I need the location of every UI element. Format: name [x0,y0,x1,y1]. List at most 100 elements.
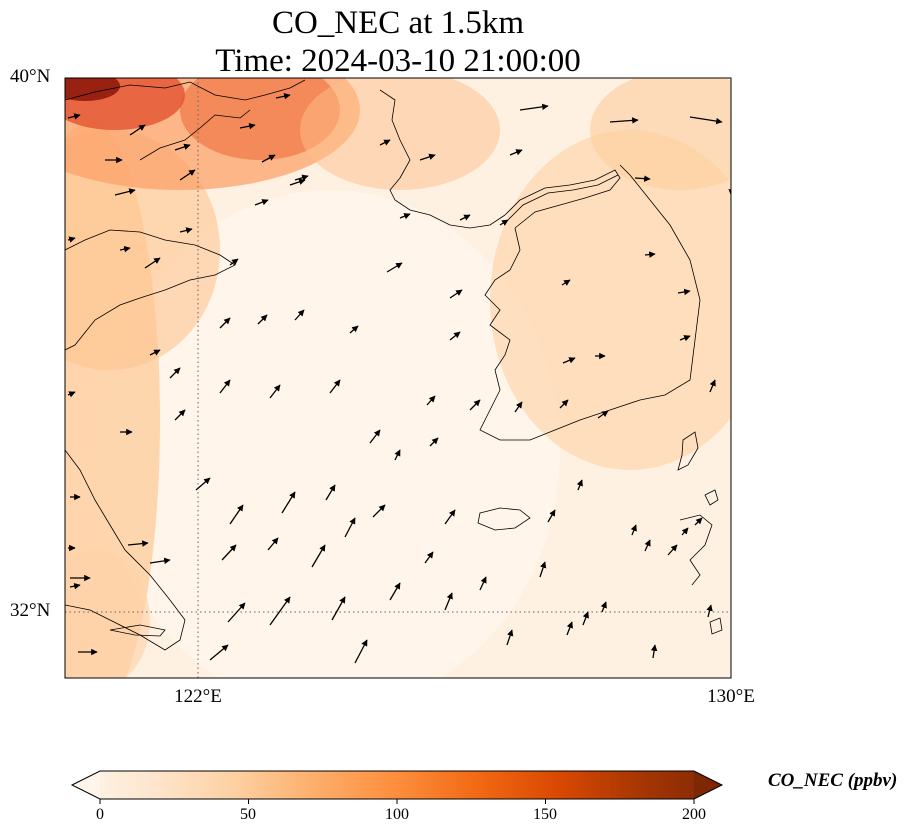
wind-arrow [269,596,291,626]
wind-arrow [609,117,639,124]
wind-arrow [479,576,487,591]
wind-arrow [597,410,609,419]
wind-arrow [239,122,256,130]
wind-arrow [372,504,386,518]
wind-arrow [325,484,336,501]
wind-arrow [667,544,678,556]
wind-arrow [281,491,296,514]
wind-arrow [311,544,326,568]
colorbar-tick-50: 50 [240,806,256,823]
wind-arrow [709,379,716,393]
wind-arrow [354,639,368,664]
wind-arrow [566,621,573,636]
wind-arrow [179,169,196,181]
map-subtitle-time: Time: 2024-03-10 21:00:00 [215,43,581,79]
wind-arrow [694,517,703,526]
colorbar-tick-100: 100 [385,806,409,823]
wind-arrow [469,399,481,411]
wind-arrow [539,561,547,578]
wind-arrow [547,509,556,523]
wind-arrow [644,539,651,552]
wind-arrow [329,379,341,394]
wind-arrow [514,401,523,413]
wind-arrow [386,262,403,273]
wind-arrow [114,188,136,196]
wind-arrow [681,527,689,536]
wind-arrow [429,437,439,447]
wind-arrow [419,153,436,161]
wind-arrow [229,504,244,525]
lon-label-122e: 122°E [174,686,222,707]
wind-arrow [576,479,583,491]
wind-arrow [679,335,691,342]
wind-arrow [630,524,637,536]
wind-arrow [195,477,211,491]
wind-arrow [174,143,191,151]
wind-arrow [261,154,276,163]
colorbar-tick-200: 200 [682,806,706,823]
wind-arrow [67,113,81,120]
wind-arrow [650,644,658,659]
wind-arrow [119,245,131,253]
lat-label-32n: 32°N [10,600,51,621]
wind-arrow [144,257,161,269]
wind-arrow [331,596,346,621]
wind-arrow [426,395,436,406]
wind-arrow [449,331,461,341]
wind-arrow [221,544,237,561]
colorbar [70,770,724,804]
wind-arrow [600,601,607,613]
wind-arrow [499,219,509,226]
wind-arrow [209,644,229,661]
wind-arrow [269,384,281,399]
wind-arrow [257,314,268,325]
colorbar-tick-150: 150 [533,806,557,823]
wind-arrow [219,317,231,329]
wind-arrow [559,399,569,409]
wind-arrow [227,602,246,623]
wind-arrow [254,199,269,206]
wind-arrow [449,289,463,299]
wind-arrow [444,509,456,525]
wind-arrow [677,288,691,296]
wind-arrow [229,258,239,266]
wind-arrow [149,557,171,565]
lon-label-130e: 130°E [707,686,755,707]
wind-arrow [219,379,231,394]
wind-arrow [506,629,514,646]
wind-arrow [644,251,656,258]
wind-arrow [389,582,401,601]
gridlines [65,78,731,678]
wind-arrow [344,517,356,538]
wind-arrow [67,391,76,398]
wind-arrow [267,537,279,551]
concentration-field [65,78,731,678]
wind-vectors [67,93,731,664]
wind-arrow [444,592,453,611]
wind-arrow [69,582,81,590]
wind-arrow [459,214,471,221]
wind-arrow [169,367,181,379]
wind-arrow [294,174,309,181]
wind-arrow [349,325,359,334]
wind-arrow [424,551,434,564]
wind-arrow [519,103,549,111]
wind-arrow [294,309,305,321]
wind-arrow [129,124,146,136]
wind-arrow [399,213,411,220]
lat-label-40n: 40°N [10,66,51,87]
wind-arrow [369,429,381,444]
wind-arrow [149,349,161,356]
wind-arrow [275,93,291,100]
wind-arrow [67,236,76,243]
wind-arrow [289,178,306,186]
colorbar-label: CO_NEC (ppbv) [768,770,898,791]
wind-arrow [562,357,576,364]
wind-arrow [394,449,401,461]
wind-arrow [634,175,651,182]
wind-arrow [582,611,589,626]
wind-arrow [174,409,186,421]
map-frame [64,77,732,679]
colorbar-tick-0: 0 [96,806,104,823]
